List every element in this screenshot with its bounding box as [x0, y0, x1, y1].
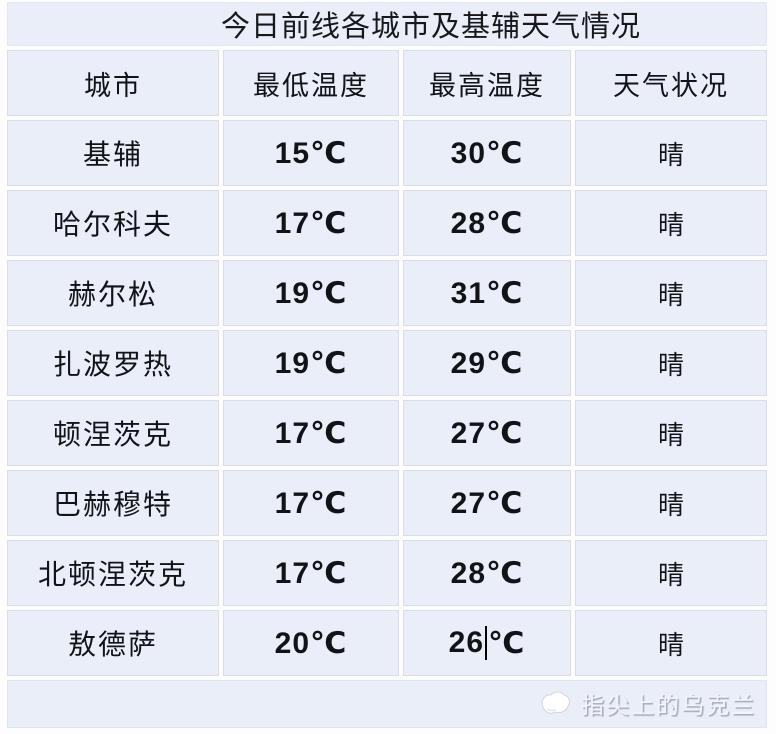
city-cell[interactable]: 北顿涅茨克: [7, 540, 219, 606]
weather-cell[interactable]: 晴: [575, 120, 767, 186]
city-cell[interactable]: 赫尔松: [7, 260, 219, 326]
city-cell[interactable]: 扎波罗热: [7, 330, 219, 396]
header-weather: 天气状况: [575, 50, 767, 116]
city-cell[interactable]: 顿涅茨克: [7, 400, 219, 466]
max-temp-cell[interactable]: 27℃: [403, 400, 571, 466]
header-city: 城市: [7, 50, 219, 116]
weather-cell[interactable]: 晴: [575, 260, 767, 326]
max-temp-cell[interactable]: 29℃: [403, 330, 571, 396]
max-temp-cell-with-caret[interactable]: 26 ℃: [403, 610, 571, 676]
fingertip-hand-icon: [541, 691, 570, 714]
max-temp-cell[interactable]: 28℃: [403, 190, 571, 256]
min-temp-cell[interactable]: 17℃: [223, 190, 399, 256]
max-temp-cell[interactable]: 30℃: [403, 120, 571, 186]
weather-cell[interactable]: 晴: [575, 330, 767, 396]
max-temp-cell[interactable]: 27℃: [403, 470, 571, 536]
text-caret: [485, 626, 488, 660]
city-cell[interactable]: 巴赫穆特: [7, 470, 219, 536]
min-temp-cell[interactable]: 20℃: [223, 610, 399, 676]
min-temp-cell[interactable]: 17℃: [223, 540, 399, 606]
weather-cell[interactable]: 晴: [575, 610, 767, 676]
header-min-temp: 最低温度: [223, 50, 399, 116]
min-temp-cell[interactable]: 17℃: [223, 470, 399, 536]
watermark-text: 指尖上的乌克兰: [581, 692, 756, 718]
weather-table: 城市 最低温度 最高温度 天气状况 基辅 15℃ 30℃ 晴 哈尔科夫 17℃ …: [7, 50, 767, 676]
min-temp-cell[interactable]: 15℃: [223, 120, 399, 186]
table-title-bar: 今日前线各城市及基辅天气情况: [7, 2, 767, 46]
weather-cell[interactable]: 晴: [575, 400, 767, 466]
max-temp-cell[interactable]: 31℃: [403, 260, 571, 326]
city-cell[interactable]: 哈尔科夫: [7, 190, 219, 256]
max-temp-value-before-caret: 26: [448, 626, 485, 659]
min-temp-cell[interactable]: 19℃: [223, 330, 399, 396]
page-title: 今日前线各城市及基辅天气情况: [220, 11, 641, 43]
max-temp-unit-after-caret: ℃: [488, 626, 526, 660]
min-temp-cell[interactable]: 19℃: [223, 260, 399, 326]
header-max-temp: 最高温度: [403, 50, 571, 116]
weather-cell[interactable]: 晴: [575, 470, 767, 536]
weather-cell[interactable]: 晴: [575, 190, 767, 256]
footer-bar: 指尖上的乌克兰: [7, 680, 767, 728]
watermark: 指尖上的乌克兰: [536, 686, 756, 720]
min-temp-cell[interactable]: 17℃: [223, 400, 399, 466]
weather-cell[interactable]: 晴: [575, 540, 767, 606]
max-temp-cell[interactable]: 28℃: [403, 540, 571, 606]
city-cell[interactable]: 基辅: [7, 120, 219, 186]
city-cell[interactable]: 敖德萨: [7, 610, 219, 676]
